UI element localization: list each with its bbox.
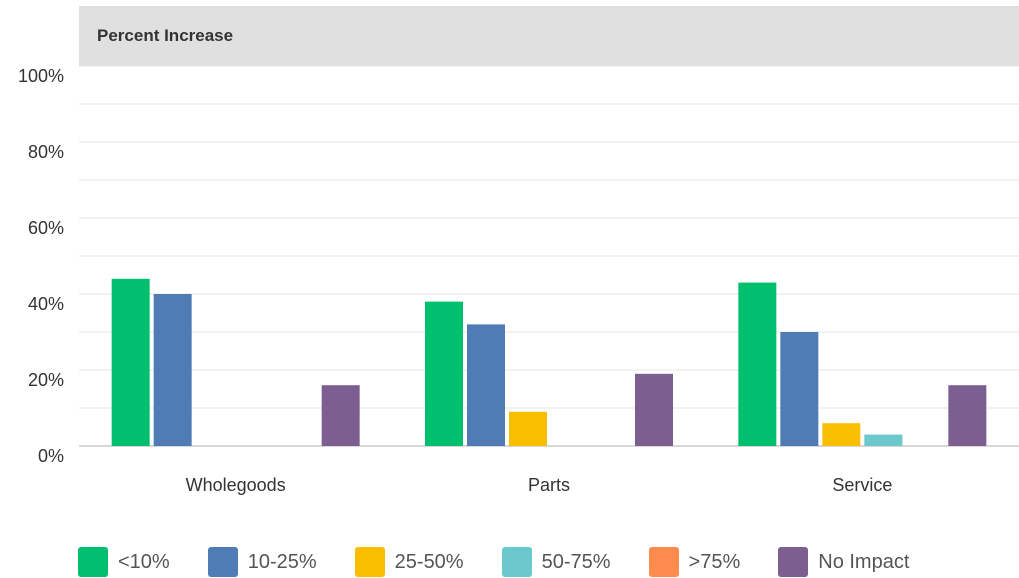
legend-item: 50-75% [501, 547, 611, 577]
legend-swatch [778, 547, 809, 577]
legend-swatch [354, 547, 385, 577]
legend-item: No Impact [778, 547, 909, 577]
bar [153, 294, 192, 446]
title-bar [79, 6, 1019, 66]
y-tick-label: 60% [28, 218, 64, 238]
legend-label: 10-25% [247, 550, 317, 573]
y-tick-label: 100% [18, 66, 64, 86]
bar [321, 385, 360, 446]
x-tick-label: Wholegoods [186, 475, 286, 495]
legend-swatch [501, 547, 532, 577]
legend-swatch [207, 547, 238, 577]
x-tick-label: Service [832, 475, 892, 495]
chart: Percent Increase 0% 20% 40% 60% 80% 100% Whol… [18, 6, 1019, 495]
bar [425, 301, 463, 446]
y-tick-label: 80% [28, 142, 64, 162]
y-axis: 0% 20% 40% 60% 80% 100% [18, 66, 64, 466]
legend-label: >75% [688, 550, 741, 573]
legend-label: No Impact [818, 550, 910, 573]
legend-swatch [648, 547, 679, 577]
legend-item: 10-25% [207, 547, 317, 577]
bar [822, 423, 861, 446]
x-axis: Wholegoods Parts Service [186, 475, 893, 495]
legend-label: <10% [118, 550, 170, 573]
x-tick-label: Parts [528, 475, 570, 495]
legend-swatch [78, 547, 108, 577]
y-tick-label: 20% [28, 370, 64, 390]
legend: <10% 10-25% 25-50% 50-75% >75% No Impact [78, 546, 947, 578]
bars [111, 278, 987, 446]
bar [111, 278, 150, 446]
bar [864, 434, 903, 446]
legend-item: >75% [648, 547, 741, 577]
bar [948, 385, 987, 446]
grid [79, 65, 1019, 447]
chart-title: Percent Increase [97, 26, 233, 45]
legend-label: 50-75% [541, 550, 611, 573]
y-tick-label: 0% [38, 446, 64, 466]
legend-label: 25-50% [394, 550, 464, 573]
bar [467, 324, 505, 446]
bar [780, 332, 819, 446]
bar [738, 282, 777, 446]
legend-item: <10% [78, 547, 170, 577]
bar [509, 411, 547, 446]
y-tick-label: 40% [28, 294, 64, 314]
legend-item: 25-50% [354, 547, 464, 577]
bar [635, 373, 673, 446]
